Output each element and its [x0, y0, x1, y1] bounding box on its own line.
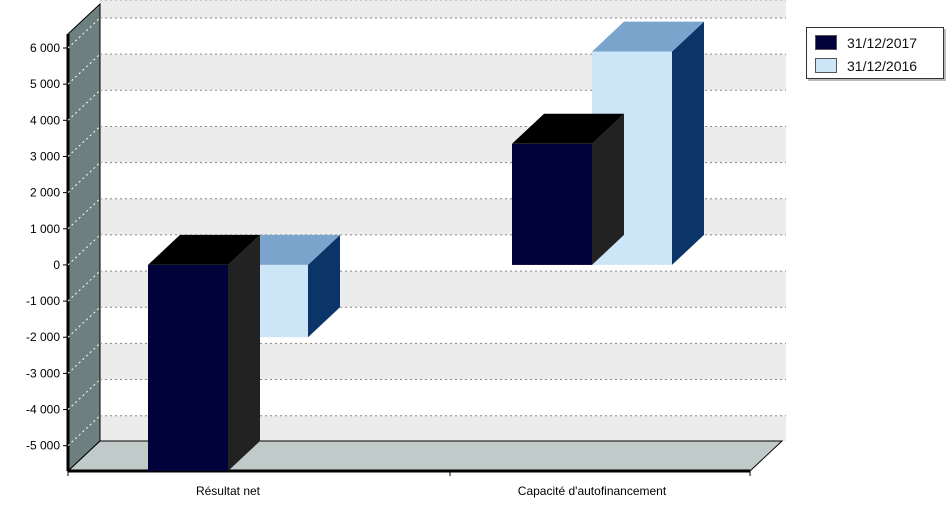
y-tick-label: -5 000: [26, 439, 60, 453]
legend-label-2017: 31/12/2017: [847, 34, 918, 51]
bar: [512, 113, 624, 265]
grid-line-wall: [67, 415, 101, 447]
grid-line-wall: [67, 306, 101, 338]
bar-side: [228, 234, 260, 471]
left-wall: [67, 2, 101, 473]
legend-label-2016: 31/12/2016: [847, 57, 918, 74]
y-tick-label: 1 000: [30, 222, 60, 236]
grid-line-wall: [67, 126, 101, 157]
bar-front: [512, 143, 592, 265]
grid-line-wall: [67, 0, 101, 31]
y-tick-label: -3 000: [26, 366, 60, 380]
grid-line-wall: [67, 89, 101, 121]
y-tick-label: 3 000: [30, 149, 60, 163]
grid-line-wall: [67, 198, 101, 230]
y-tick-label: 4 000: [30, 113, 60, 127]
grid-line-wall: [67, 343, 101, 374]
grid-band: [100, 0, 786, 19]
bar-side: [592, 113, 624, 265]
grid-line-wall: [67, 270, 101, 302]
grid-line-wall: [67, 17, 101, 49]
legend-item-2017: 31/12/2017: [815, 31, 935, 54]
legend-item-2016: 31/12/2016: [815, 54, 935, 77]
y-tick-label: 6 000: [30, 41, 60, 55]
bar-top: [148, 234, 260, 265]
legend-swatch-2017: [815, 35, 837, 50]
y-tick-label: -1 000: [26, 294, 60, 308]
y-tick-label: -2 000: [26, 330, 60, 344]
bar-side: [308, 234, 340, 338]
y-tick-label: 5 000: [30, 77, 60, 91]
y-tick-label: 0: [53, 258, 60, 272]
bar-side: [672, 21, 704, 265]
bar-top: [512, 113, 624, 144]
legend-swatch-2016: [815, 58, 837, 73]
bar-front: [148, 264, 228, 471]
bar-top: [592, 21, 704, 52]
grid-line-wall: [67, 234, 101, 266]
grid-line-wall: [67, 162, 101, 193]
category-label: Résultat net: [196, 484, 261, 498]
grid-line-wall: [67, 379, 101, 410]
y-tick-label: 2 000: [30, 186, 60, 200]
legend: 31/12/2017 31/12/2016: [806, 27, 944, 79]
category-label: Capacité d'autofinancement: [518, 484, 667, 498]
y-tick-label: -4 000: [26, 403, 60, 417]
grid-line-wall: [67, 53, 101, 85]
bar: [148, 234, 260, 471]
